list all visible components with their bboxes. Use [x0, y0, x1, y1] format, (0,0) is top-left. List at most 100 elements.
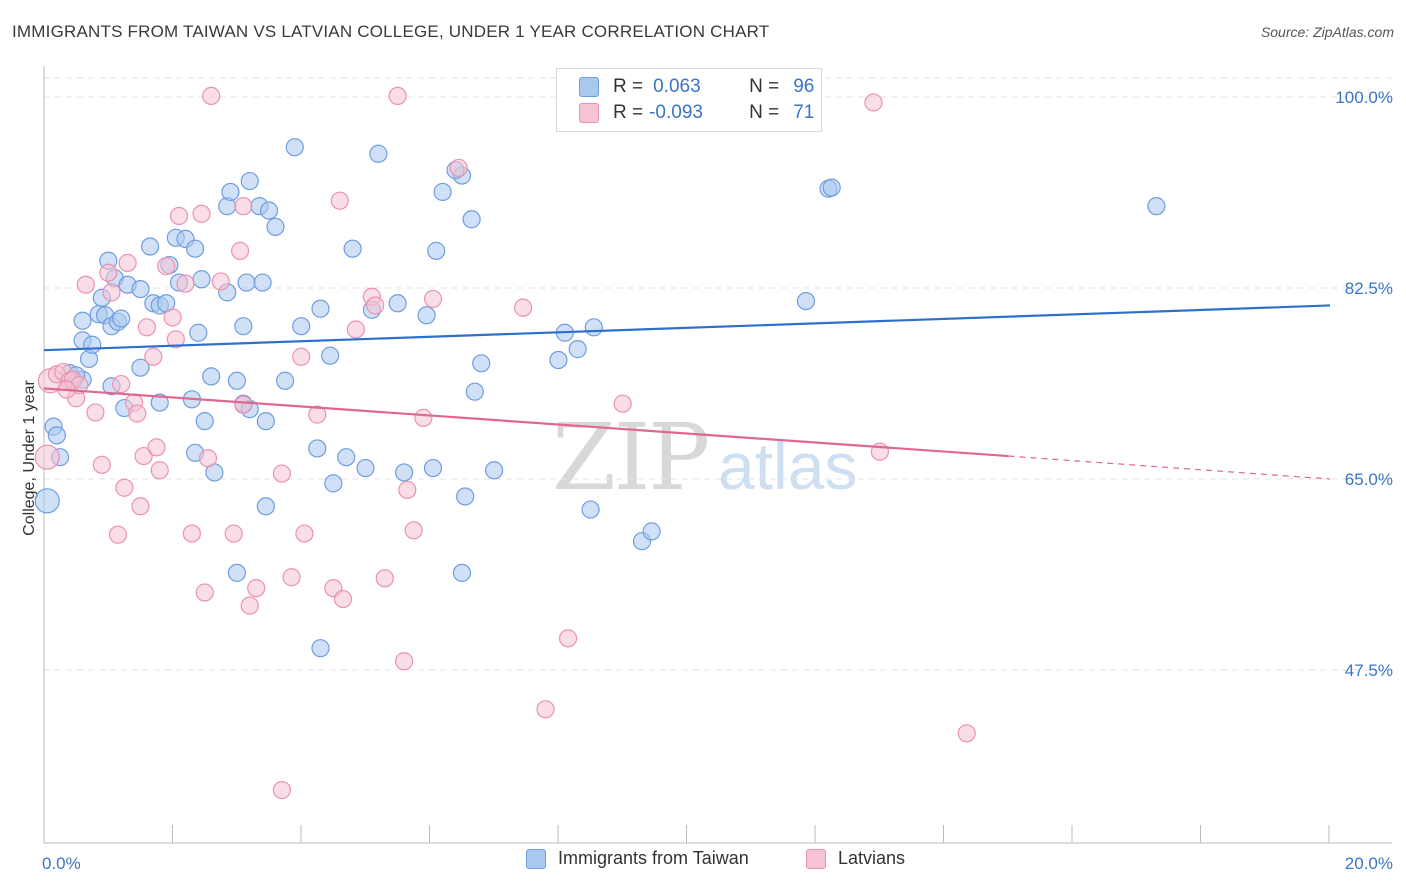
taiwan-point — [256, 412, 275, 431]
legend-swatch-taiwan — [526, 848, 546, 869]
latvian-point — [414, 408, 433, 427]
taiwan-point — [189, 323, 208, 342]
latvian-point — [513, 298, 533, 317]
latvian-point — [449, 158, 468, 178]
latvian-point — [166, 330, 185, 349]
watermark-zip: ZIP — [552, 404, 710, 511]
latvian-point — [957, 724, 976, 743]
latvian-point — [34, 444, 60, 470]
latvian-point — [182, 524, 201, 543]
taiwan-point — [369, 144, 388, 163]
latvian-point — [211, 272, 230, 291]
latvian-point — [375, 569, 394, 588]
taiwan-point — [417, 306, 436, 325]
taiwan-point — [356, 458, 375, 478]
taiwan-point — [227, 371, 246, 390]
latvian-point — [333, 589, 353, 609]
latvian-point — [176, 274, 195, 293]
taiwan-point — [131, 279, 150, 299]
taiwan-point — [423, 458, 443, 478]
taiwan-point — [427, 241, 446, 260]
latvian-point — [330, 191, 349, 210]
stats-box: R = 0.063 N = 96 R = -0.093 N = 71 — [556, 68, 822, 132]
taiwan-point — [462, 210, 481, 229]
taiwan-point — [308, 439, 327, 458]
taiwan-point — [47, 426, 66, 445]
latvian-point — [282, 568, 301, 587]
latvian-point — [92, 455, 111, 474]
latvian-point — [76, 275, 95, 294]
latvian-point — [308, 405, 327, 424]
y-tick-label: 100.0% — [1335, 88, 1393, 107]
taiwan-point — [73, 311, 92, 330]
latvian-point — [150, 461, 169, 480]
taiwan-point — [642, 522, 661, 541]
taiwan-point — [822, 178, 841, 197]
taiwan-point — [796, 291, 816, 311]
taiwan-point — [568, 340, 587, 359]
taiwan-point — [472, 354, 491, 373]
taiwan-point — [112, 309, 131, 328]
latvian-point — [558, 629, 578, 648]
latvian-point — [398, 480, 417, 500]
latvian-point — [292, 347, 311, 366]
taiwan-point — [259, 201, 279, 220]
latvian-point — [198, 449, 218, 468]
taiwan-point — [581, 500, 600, 519]
y-axis-label: College, Under 1 year — [21, 380, 38, 536]
latvian-point — [134, 446, 153, 466]
taiwan-point — [150, 393, 169, 412]
latvian-point — [86, 403, 105, 422]
latvian-point — [108, 525, 128, 544]
taiwan-point — [83, 335, 102, 354]
chart-title: IMMIGRANTS FROM TAIWAN VS LATVIAN COLLEG… — [12, 22, 770, 41]
taiwan-point — [321, 346, 340, 365]
taiwan-point — [202, 367, 221, 386]
latvian-point — [404, 521, 423, 540]
taiwan-point — [266, 217, 285, 236]
latvian-point — [272, 780, 292, 800]
taiwan-n-value: 96 — [793, 76, 815, 97]
taiwan-point — [276, 371, 295, 390]
taiwan-point — [253, 273, 272, 292]
y-tick-label: 47.5% — [1345, 661, 1393, 680]
latvian-point — [147, 438, 166, 457]
latvian-point — [163, 308, 182, 327]
taiwan-point — [195, 412, 214, 431]
trend-line-latvians — [43, 387, 1009, 458]
legend-label-latvians: Latvians — [838, 848, 906, 868]
latvian-point — [346, 320, 365, 339]
taiwan-point — [485, 461, 504, 480]
latvian-point — [202, 86, 221, 106]
taiwan-point — [34, 488, 60, 514]
legend-swatch-latvians — [806, 848, 826, 869]
taiwan-point — [186, 239, 205, 258]
y-tick-label: 82.5% — [1345, 279, 1393, 298]
taiwan-r-label: R = — [613, 76, 644, 97]
latvian-point — [99, 263, 118, 282]
latvian-point — [231, 241, 250, 260]
latvian-point — [272, 464, 292, 483]
latvian-point — [423, 289, 443, 309]
source-label: Source: ZipAtlas.com — [1260, 24, 1394, 40]
legend-item-latvians[interactable]: Latvians — [806, 848, 905, 869]
legend-item-taiwan[interactable]: Immigrants from Taiwan — [526, 848, 749, 869]
taiwan-point — [240, 171, 259, 191]
taiwan-point — [234, 317, 253, 336]
latvian-point — [157, 257, 176, 276]
latvian-point — [234, 197, 253, 216]
taiwan-point — [311, 639, 330, 658]
latvian-point — [137, 318, 156, 337]
trend-line-latvians-extension — [1008, 455, 1331, 480]
latvian-n-value: 71 — [793, 102, 815, 123]
taiwan-point — [311, 299, 330, 318]
latvian-point — [366, 296, 385, 315]
taiwan-point — [465, 382, 484, 401]
latvian-point — [388, 86, 407, 106]
latvian-swatch — [579, 103, 599, 123]
taiwan-point — [584, 318, 603, 337]
taiwan-point — [452, 563, 472, 582]
latvian-point — [115, 478, 134, 497]
latvian-point — [864, 93, 883, 112]
taiwan-point — [337, 448, 356, 467]
